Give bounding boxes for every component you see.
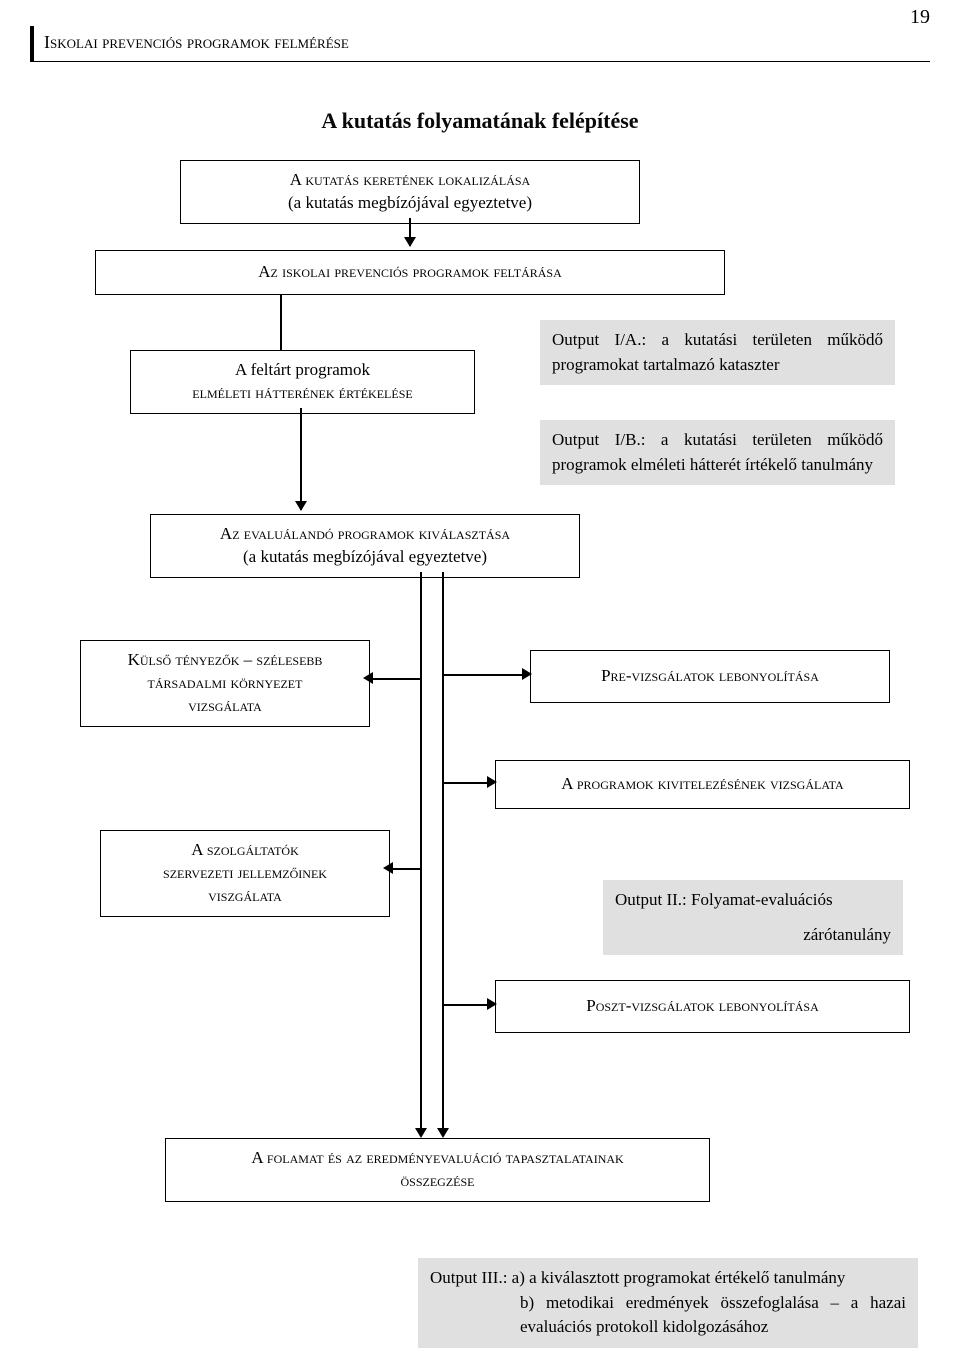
output-2a: Output II.: Folyamat-evaluációs — [615, 890, 833, 909]
box3-line2: elméleti hátterének értékelése — [192, 383, 412, 402]
box8-line3: viszgálata — [208, 886, 282, 905]
box9-text: Poszt-vizsgálatok lebonyolítása — [586, 996, 818, 1015]
box6-text: Pre-vizsgálatok lebonyolítása — [601, 666, 819, 685]
arrow-head-9 — [487, 998, 497, 1010]
box10-line2: összegzése — [400, 1171, 474, 1190]
box-pre-vizsgalatok: Pre-vizsgálatok lebonyolítása — [530, 650, 890, 703]
box5-line2: társadalmi környezet — [148, 673, 303, 692]
box-kivalasztasa: Az evaluálandó programok kiválasztása (a… — [150, 514, 580, 578]
box3-line1: A feltárt programok — [235, 360, 370, 379]
output-3a: Output III.: a) a kiválasztott programok… — [430, 1268, 845, 1287]
box1-line1: A kutatás keretének lokalizálása — [290, 170, 530, 189]
box-szolgaltatok: A szolgáltatók szervezeti jellemzőinek v… — [100, 830, 390, 917]
trunk-right-head — [437, 1128, 449, 1138]
box-lokalizalasa: A kutatás keretének lokalizálása (a kuta… — [180, 160, 640, 224]
box-feltarasa: Az iskolai prevenciós programok feltárás… — [95, 250, 725, 295]
box10-line1: A folamat és az eredményevaluáció tapasz… — [251, 1148, 623, 1167]
box5-line3: vizsgálata — [188, 696, 262, 715]
page-header: Iskolai prevenciós programok felmérése — [30, 26, 930, 62]
box-kivitelezes: A programok kivitelezésének vizsgálata — [495, 760, 910, 809]
arrow-3-4 — [300, 408, 302, 510]
trunk-left-head — [415, 1128, 427, 1138]
box-osszegzese: A folamat és az eredményevaluáció tapasz… — [165, 1138, 710, 1202]
output-3: Output III.: a) a kiválasztott programok… — [418, 1258, 918, 1348]
conn-trunk-8 — [392, 868, 420, 870]
box-poszt-vizsgalatok: Poszt-vizsgálatok lebonyolítása — [495, 980, 910, 1033]
output-3b: b) metodikai eredmények összefoglalása –… — [430, 1291, 906, 1340]
conn-trunk-9 — [444, 1004, 493, 1006]
diagram-title: A kutatás folyamatának felépítése — [0, 108, 960, 134]
output-1b: Output I/B.: a kutatási területen működő… — [540, 420, 895, 485]
arrow-head-5 — [363, 672, 373, 684]
conn-trunk-5 — [372, 678, 420, 680]
output-1a: Output I/A.: a kutatási területen működő… — [540, 320, 895, 385]
box2-text: Az iskolai prevenciós programok feltárás… — [258, 262, 562, 281]
arrow-1-2 — [409, 218, 411, 246]
output-2b: zárótanulány — [803, 925, 891, 944]
header-label: Iskolai prevenciós programok felmérése — [44, 32, 349, 53]
box7-text: A programok kivitelezésének vizsgálata — [561, 774, 843, 793]
conn-2-3 — [280, 294, 282, 350]
box8-line2: szervezeti jellemzőinek — [163, 863, 327, 882]
trunk-right — [442, 572, 444, 1130]
box-ertekelese: A feltárt programok elméleti hátterének … — [130, 350, 475, 414]
box5-line1: Külső tényezők – szélesebb — [128, 650, 323, 669]
box4-line1: Az evaluálandó programok kiválasztása — [220, 524, 510, 543]
box-kulso-tenyezok: Külső tényezők – szélesebb társadalmi kö… — [80, 640, 370, 727]
conn-trunk-6 — [444, 674, 528, 676]
page-number: 19 — [910, 6, 930, 29]
box1-line2: (a kutatás megbízójával egyeztetve) — [288, 193, 532, 212]
arrow-head-8 — [383, 862, 393, 874]
box4-line2: (a kutatás megbízójával egyeztetve) — [243, 547, 487, 566]
trunk-left — [420, 572, 422, 1130]
arrow-head-6 — [522, 668, 532, 680]
box8-line1: A szolgáltatók — [191, 840, 299, 859]
conn-trunk-7 — [444, 782, 493, 784]
arrow-head-7 — [487, 776, 497, 788]
output-2: Output II.: Folyamat-evaluációs zárótanu… — [603, 880, 903, 955]
